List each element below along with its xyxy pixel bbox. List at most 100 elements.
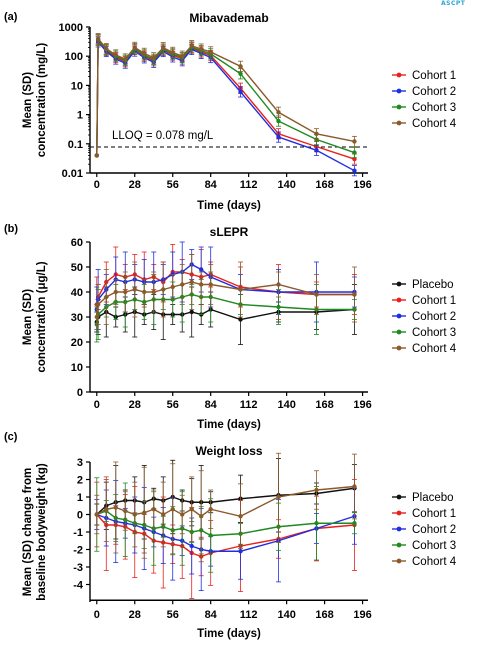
data-point: [104, 294, 109, 300]
data-point: [314, 137, 319, 142]
ascpt-logo: ASCPT: [441, 0, 477, 10]
x-tick-label: 140: [277, 399, 295, 411]
legend-marker: [396, 88, 402, 94]
data-point: [104, 46, 109, 51]
data-point: [151, 55, 156, 61]
data-point: [238, 514, 243, 519]
x-tick-label: 0: [94, 399, 100, 411]
data-point: [208, 507, 213, 512]
data-point: [238, 89, 243, 95]
x-tick-label: 56: [167, 399, 179, 411]
y-axis-label-line: concentration (mg/L): [36, 43, 48, 158]
legend-marker: [396, 297, 402, 303]
legend-label: Cohort 2: [412, 86, 456, 98]
legend-marker: [396, 510, 402, 516]
x-tick-label: 140: [277, 609, 295, 621]
legend-label: Cohort 2: [412, 311, 456, 323]
legend-marker: [396, 345, 402, 351]
data-point: [199, 514, 204, 519]
series-cohort-4: [94, 452, 357, 563]
data-point: [314, 148, 319, 153]
data-point: [151, 289, 156, 295]
series-cohort-4: [94, 254, 357, 330]
data-point: [276, 304, 281, 310]
legend-label: Cohort 1: [412, 70, 456, 82]
x-tick-label: 56: [167, 609, 179, 621]
series-line: [96, 263, 355, 310]
x-tick-label: 0: [94, 179, 100, 191]
y-tick-label: 0: [77, 510, 83, 522]
data-point: [199, 267, 204, 272]
y-tick-label: -2: [73, 545, 83, 557]
data-point: [208, 282, 213, 287]
data-point: [314, 292, 319, 297]
y-tick-label: 30: [71, 312, 83, 324]
data-point: [180, 282, 185, 287]
data-point: [352, 168, 357, 173]
data-point: [161, 287, 166, 292]
x-tick-label: 196: [353, 399, 371, 411]
data-point: [123, 56, 128, 62]
y-tick-label: 2: [77, 475, 83, 487]
data-point: [352, 484, 357, 489]
y-tick-label: 60: [71, 237, 83, 249]
y-tick-label: 3: [77, 457, 83, 469]
x-tick-label: 196: [353, 609, 371, 621]
y-tick-label: 10: [71, 362, 83, 374]
data-point: [314, 521, 319, 526]
data-point: [276, 494, 281, 500]
legend-label: Cohort 4: [412, 556, 457, 568]
legend-marker: [396, 281, 402, 287]
data-point: [170, 50, 175, 55]
panel-2: (c) Weight loss -4 -3 -2 -1 0 1 2 3 0 28 56 84 112 140 1…: [4, 431, 457, 640]
x-axis-label: Time (days): [197, 628, 261, 640]
data-point: [95, 36, 101, 41]
x-tick-label: 84: [205, 609, 218, 621]
data-point: [123, 508, 128, 514]
panel-0: (a) Mibavademab 0.01 0.1 1 10 100 1000 0 28 56 84 11…: [4, 11, 457, 212]
data-point: [238, 317, 243, 322]
data-point: [208, 533, 213, 538]
data-point: [238, 287, 243, 292]
y-axis-label: Mean (SD) concentration (μg/L): [22, 261, 48, 372]
x-tick-label: 140: [277, 179, 295, 191]
data-point: [276, 118, 281, 124]
y-tick-label: 20: [71, 337, 83, 349]
data-point: [189, 543, 194, 549]
y-axis-label-line: Mean (SD): [22, 289, 34, 345]
data-point: [94, 512, 99, 517]
data-point: [352, 150, 357, 155]
series-cohort-2: [94, 479, 357, 592]
chart-title: Mibavademab: [189, 11, 268, 25]
y-tick-label: 1: [77, 492, 83, 504]
data-point: [238, 549, 243, 554]
y-axis-label-line: Mean (SD) change from: [22, 468, 34, 596]
legend-marker: [396, 72, 402, 78]
y-tick-label: 50: [71, 262, 83, 274]
legend-marker: [396, 313, 402, 319]
x-tick-label: 168: [315, 179, 333, 191]
panel-label: (c): [4, 431, 18, 443]
data-point: [113, 505, 118, 510]
legend-label: Cohort 3: [412, 540, 456, 552]
data-point: [104, 507, 109, 512]
legend-label: Cohort 3: [412, 102, 456, 114]
legend-marker: [396, 120, 402, 126]
x-tick-label: 28: [129, 179, 141, 191]
x-tick-label: 28: [129, 399, 141, 411]
x-tick-label: 84: [205, 399, 218, 411]
x-tick-label: 84: [205, 179, 218, 191]
data-point: [151, 507, 156, 512]
data-point: [352, 292, 357, 297]
data-point: [94, 153, 99, 158]
data-point: [189, 309, 194, 315]
y-tick-label: 1: [77, 110, 83, 122]
data-point: [132, 45, 137, 50]
data-point: [123, 289, 128, 295]
y-tick-label: -4: [73, 580, 84, 592]
y-axis-label-line: concentration (μg/L): [36, 261, 48, 372]
y-axis-label: Mean (SD) concentration (mg/L): [22, 43, 48, 158]
data-point: [142, 289, 147, 295]
legend-label: Cohort 4: [412, 343, 457, 355]
